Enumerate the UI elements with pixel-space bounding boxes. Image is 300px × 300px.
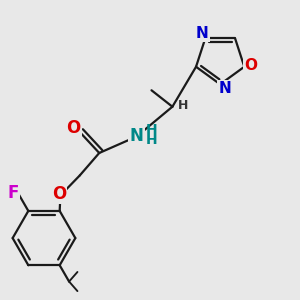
- Text: N: N: [218, 81, 231, 96]
- Text: H: H: [178, 99, 188, 112]
- Text: O: O: [52, 185, 66, 203]
- Text: N: N: [196, 26, 208, 41]
- Text: O: O: [66, 119, 80, 137]
- Text: H: H: [146, 133, 157, 146]
- Text: N: N: [130, 127, 143, 145]
- Text: F: F: [8, 184, 19, 202]
- Text: H: H: [146, 123, 157, 137]
- Text: O: O: [244, 58, 257, 73]
